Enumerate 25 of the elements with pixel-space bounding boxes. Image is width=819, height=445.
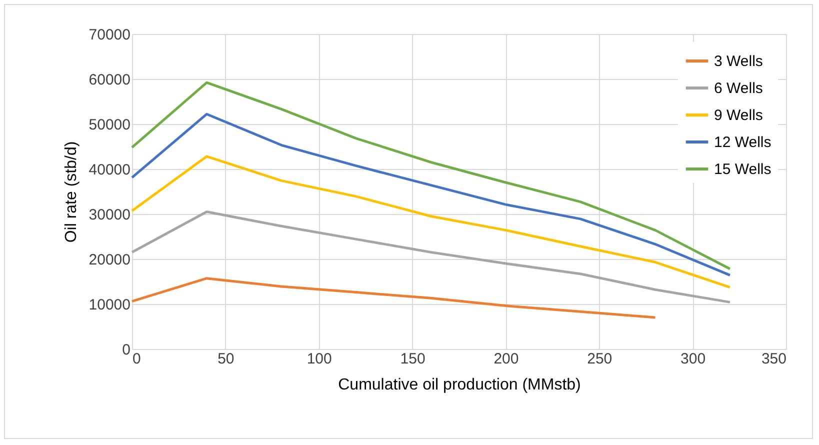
legend-label: 15 Wells [714, 161, 772, 178]
x-tick-label: 250 [587, 350, 612, 368]
x-tick-label: 350 [761, 350, 786, 368]
y-tick-label: 60000 [88, 72, 130, 88]
x-tick-label: 200 [494, 350, 519, 368]
y-tick-label: 40000 [88, 162, 130, 178]
legend-label: 3 Wells [714, 53, 763, 70]
legend-label: 6 Wells [714, 80, 763, 97]
y-tick-label: 20000 [88, 252, 130, 268]
x-tick-label: 50 [218, 350, 234, 368]
line-series [130, 210, 732, 304]
line-series [130, 277, 656, 319]
y-tick-label: 30000 [88, 206, 130, 224]
x-axis-title: Cumulative oil production (MMstb) [338, 376, 581, 394]
x-tick-label: 100 [306, 350, 332, 368]
legend-label: 9 Wells [714, 107, 763, 124]
line-series [130, 155, 732, 289]
y-tick-label: 70000 [88, 26, 130, 44]
y-tick-label: 10000 [88, 296, 130, 314]
x-tick-label: 0 [132, 350, 141, 368]
x-tick-label: 150 [400, 350, 426, 368]
legend-label: 12 Wells [714, 134, 772, 151]
y-axis-title: Oil rate (stb/d) [62, 141, 80, 243]
y-tick-label: 50000 [88, 116, 130, 134]
x-tick-label: 300 [680, 350, 706, 368]
